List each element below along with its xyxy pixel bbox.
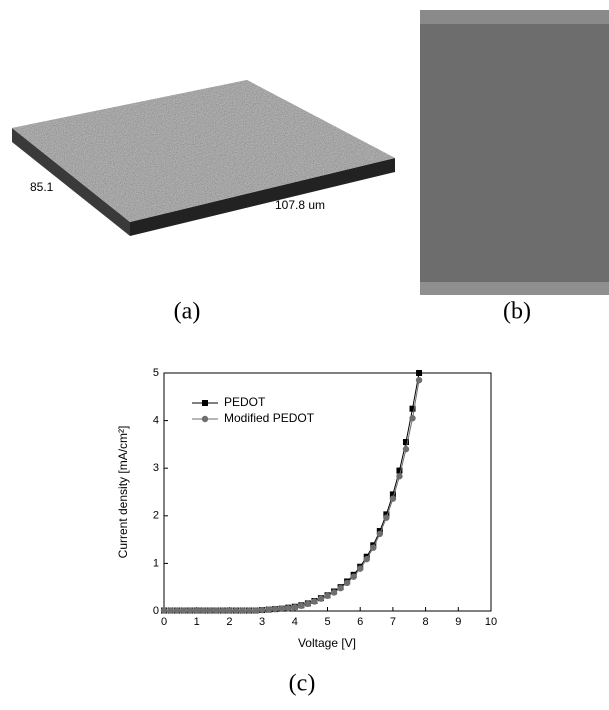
marker: [167, 607, 174, 614]
x-tick-label: 3: [259, 616, 265, 628]
panel-label: (c): [289, 671, 316, 697]
x-tick-label: 0: [161, 616, 167, 628]
marker: [337, 584, 344, 592]
marker: [252, 607, 259, 614]
x-tick-label: 8: [423, 616, 429, 628]
marker: [350, 573, 357, 580]
y-axis-label: Current density [mA/cm²]: [116, 426, 130, 559]
marker: [173, 607, 181, 614]
series-line: [164, 380, 420, 612]
y-tick-label: 1: [153, 557, 159, 569]
marker: [201, 415, 209, 423]
marker: [343, 579, 351, 587]
marker: [219, 607, 227, 614]
marker: [186, 607, 194, 614]
y-tick-label: 4: [153, 415, 159, 427]
marker: [193, 607, 200, 614]
x-tick-label: 9: [455, 616, 461, 628]
marker: [265, 606, 272, 613]
legend-label: PEDOT: [224, 395, 266, 409]
surface-label: 85.1: [30, 180, 54, 194]
marker: [298, 602, 305, 609]
marker: [291, 603, 298, 611]
x-tick-label: 1: [194, 616, 200, 628]
x-tick-label: 5: [324, 616, 330, 628]
marker: [278, 605, 285, 612]
marker: [317, 595, 325, 602]
marker: [370, 544, 377, 551]
marker: [409, 415, 416, 422]
plot-frame: [163, 372, 492, 612]
panel-label: (b): [503, 299, 531, 325]
marker: [160, 607, 168, 614]
marker: [402, 445, 410, 453]
marker: [389, 491, 396, 498]
y-tick-label: 5: [153, 367, 159, 379]
y-tick-label: 0: [153, 605, 159, 617]
marker: [363, 555, 370, 563]
marker: [409, 405, 416, 412]
marker: [213, 607, 220, 614]
marker: [416, 370, 423, 376]
marker: [180, 607, 187, 614]
x-tick-label: 6: [357, 616, 363, 628]
marker: [357, 565, 364, 572]
marker: [311, 598, 318, 605]
marker: [271, 605, 279, 613]
series-line: [164, 372, 420, 612]
y-tick-label: 3: [153, 462, 159, 474]
marker: [402, 439, 409, 446]
marker: [389, 495, 397, 502]
marker: [226, 607, 233, 614]
marker: [200, 607, 207, 614]
marker: [202, 400, 208, 406]
marker: [258, 606, 266, 614]
x-tick-label: 4: [292, 616, 298, 628]
surface-image: 85.1 107.8 um: [12, 80, 395, 236]
x-tick-label: 2: [226, 616, 232, 628]
x-tick-label: 7: [390, 616, 396, 628]
y-tick-label: 2: [153, 510, 159, 522]
marker: [304, 600, 312, 608]
surface-label: 107.8 um: [275, 198, 325, 212]
sem-image: [420, 10, 609, 295]
x-axis-label: Voltage [V]: [298, 636, 356, 650]
marker: [232, 607, 240, 614]
marker: [285, 604, 292, 612]
marker: [383, 511, 390, 518]
marker: [206, 607, 213, 614]
marker: [324, 592, 331, 599]
x-tick-label: 10: [485, 616, 497, 628]
marker: [330, 589, 338, 596]
panel-label: (a): [174, 299, 201, 325]
marker: [376, 530, 384, 538]
marker: [245, 607, 253, 614]
marker: [415, 376, 423, 384]
legend-label: Modified PEDOT: [224, 411, 315, 425]
marker: [396, 473, 403, 480]
marker: [383, 514, 390, 521]
marker: [239, 607, 246, 614]
marker: [396, 467, 403, 474]
